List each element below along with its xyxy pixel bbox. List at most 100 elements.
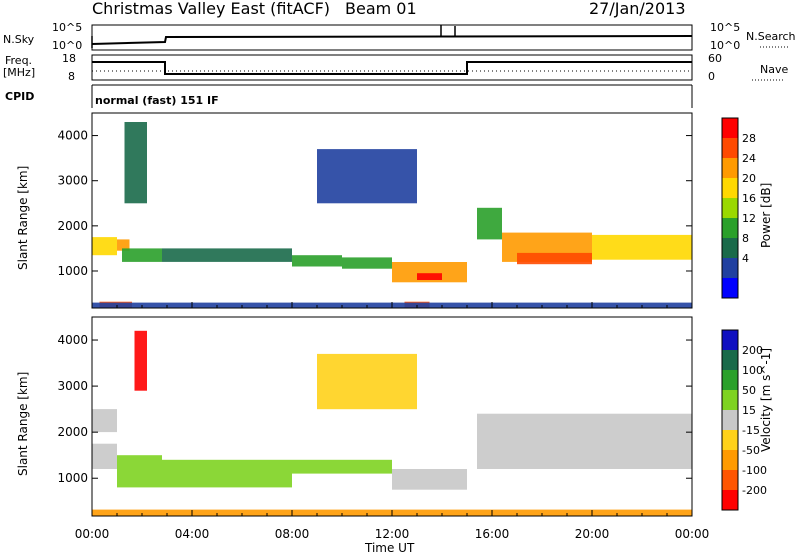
freq-tick-top: 18 xyxy=(62,52,76,65)
velocity-colorbar-swatch-1 xyxy=(722,350,738,371)
figure-title: Christmas Valley East (fitACF) xyxy=(92,0,330,18)
power-colorbar-swatch-3 xyxy=(722,178,738,199)
nsky-spikes xyxy=(91,25,456,48)
velocity-region-3 xyxy=(292,459,392,474)
velocity-colorbar-tick-3: 15 xyxy=(742,404,756,417)
velocity-colorbar-tick-4: -15 xyxy=(742,424,760,437)
power-ylabel: Slant Range [km] xyxy=(16,166,30,270)
nave-tick-bottom: 0 xyxy=(708,70,715,83)
power-colorbar-swatch-2 xyxy=(722,158,738,179)
x-tick-label-2: 08:00 xyxy=(275,527,310,541)
x-tick-label-4: 16:00 xyxy=(475,527,510,541)
velocity-colorbar-swatch-6 xyxy=(722,450,738,471)
power-region-5 xyxy=(342,257,392,269)
power-colorbar-swatch-7 xyxy=(722,258,738,279)
velocity-colorbar-swatch-3 xyxy=(722,390,738,411)
velocity-colorbar-tick-2: 50 xyxy=(742,384,756,397)
velocity-ytick-label-3: 4000 xyxy=(57,333,88,347)
power-region-10 xyxy=(517,252,592,265)
freq-panel: Freq. [MHz] 18 8 60 0 Nave xyxy=(3,52,788,83)
x-tick-label-3: 12:00 xyxy=(375,527,410,541)
x-tick-label-5: 20:00 xyxy=(575,527,610,541)
power-colorbar-frame xyxy=(721,117,739,299)
power-colorbar-tick-6: 4 xyxy=(742,252,749,265)
velocity-ytick-label-2: 3000 xyxy=(57,379,88,393)
cpid-value: normal (fast) 151 IF xyxy=(95,94,219,107)
freq-label-1: Freq. xyxy=(5,54,32,67)
power-colorbar-tick-2: 20 xyxy=(742,172,756,185)
velocity-region-1 xyxy=(117,455,162,488)
velocity-ylabel: Slant Range [km] xyxy=(16,372,30,476)
power-marks xyxy=(91,122,693,308)
beam-label: Beam 01 xyxy=(345,0,417,18)
power-colorbar-swatch-5 xyxy=(722,218,738,239)
power-frame-outline xyxy=(91,112,693,309)
power-colorbar-swatch-1 xyxy=(722,138,738,159)
velocity-colorbar-tick-5: -50 xyxy=(742,444,760,457)
velocity-region-7 xyxy=(134,330,147,391)
nsky-series xyxy=(91,35,693,45)
power-region-7 xyxy=(417,273,442,280)
power-colorbar-swatch-0 xyxy=(722,118,738,139)
velocity-colorbar-swatch-8 xyxy=(722,490,738,511)
velocity-colorbar-tick-7: -200 xyxy=(742,484,767,497)
velocity-marks xyxy=(91,330,693,516)
velocity-region-4 xyxy=(392,469,467,490)
freq-series xyxy=(92,61,692,75)
power-colorbar-tick-3: 16 xyxy=(742,192,756,205)
velocity-region-6 xyxy=(317,353,417,410)
velocity-region-2 xyxy=(162,459,292,488)
power-region-3 xyxy=(162,248,292,262)
nsearch-tick-bottom: 10^0 xyxy=(710,39,740,52)
cpid-label: CPID xyxy=(5,90,34,103)
power-yticks: 1000 2000 3000 4000 xyxy=(57,129,692,278)
x-tick-label-0: 00:00 xyxy=(75,527,110,541)
nsearch-label: N.Search xyxy=(746,30,796,43)
velocity-colorbar-tick-6: -100 xyxy=(742,464,767,477)
velocity-yticks: 1000 2000 3000 4000 xyxy=(57,333,692,485)
velocity-frame-outline xyxy=(91,316,693,517)
power-region-13 xyxy=(124,122,147,204)
power-region-2 xyxy=(122,248,162,262)
power-colorbar-tick-4: 12 xyxy=(742,212,756,225)
velocity-colorbar-swatch-0 xyxy=(722,330,738,351)
velocity-panel: Slant Range [km] 1000 2000 3000 4000 xyxy=(16,316,693,517)
power-colorbar-swatch-8 xyxy=(722,278,738,299)
power-colorbar-swatch-6 xyxy=(722,238,738,259)
power-colorbar-tick-0: 28 xyxy=(742,132,756,145)
velocity-colorbar-label: Velocity [m s^-1] xyxy=(759,348,773,452)
freq-label-2: [MHz] xyxy=(3,66,35,79)
nsearch-tick-top: 10^5 xyxy=(710,21,740,34)
power-region-0 xyxy=(92,237,117,256)
nsky-tick-top: 10^5 xyxy=(52,21,82,34)
velocity-colorbar-swatch-7 xyxy=(722,470,738,491)
nave-tick-top: 60 xyxy=(708,52,722,65)
power-ytick-label-3: 4000 xyxy=(57,129,88,143)
velocity-colorbar-frame xyxy=(721,329,739,511)
power-ytick-label-2: 3000 xyxy=(57,174,88,188)
date-label: 27/Jan/2013 xyxy=(589,0,686,18)
nsky-tick-bottom: 10^0 xyxy=(52,39,82,52)
power-region-1 xyxy=(117,239,130,251)
x-axis-label: Time UT xyxy=(364,541,415,554)
power-region-6 xyxy=(392,262,467,283)
nsky-label: N.Sky xyxy=(3,33,35,46)
power-colorbar: 28 24 20 16 12 8 4 xyxy=(721,117,756,299)
velocity-colorbar-tick-0: 200 xyxy=(742,344,763,357)
velocity-colorbar-swatch-5 xyxy=(722,430,738,451)
velocity-colorbar-swatch-4 xyxy=(722,410,738,431)
power-colorbar-tick-1: 24 xyxy=(742,152,756,165)
nave-label: Nave xyxy=(760,63,788,76)
power-region-11 xyxy=(592,234,692,260)
velocity-colorbar: 200 100 50 15 -15 -50 -100 -200 xyxy=(721,329,767,511)
x-tick-label-1: 04:00 xyxy=(175,527,210,541)
velocity-region-5 xyxy=(477,413,692,469)
freq-frame xyxy=(91,54,693,81)
velocity-ytick-label-1: 2000 xyxy=(57,425,88,439)
power-colorbar-label: Power [dB] xyxy=(759,183,773,248)
power-panel: Slant Range [km] 1000 2000 3000 4000 xyxy=(16,112,693,309)
power-ytick-label-0: 1000 xyxy=(57,264,88,278)
velocity-colorbar-swatch-2 xyxy=(722,370,738,391)
power-region-4 xyxy=(292,255,342,267)
